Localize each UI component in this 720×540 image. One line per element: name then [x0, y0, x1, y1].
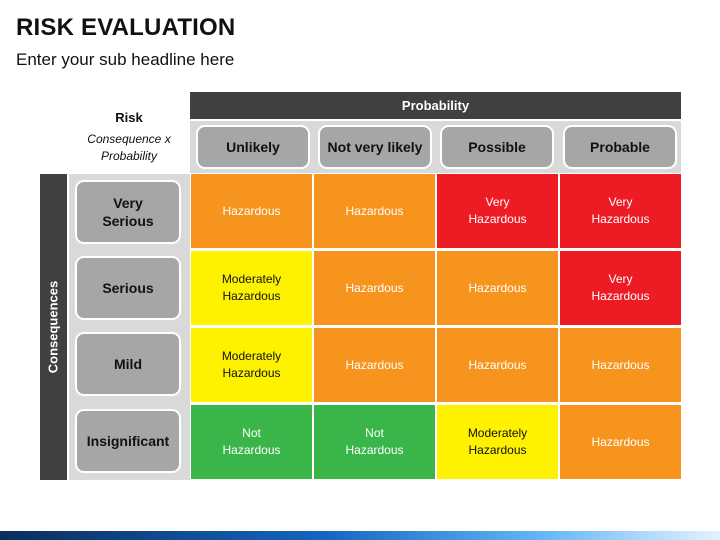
consequences-header — [40, 174, 67, 480]
matrix-cell: Hazardous — [314, 251, 435, 325]
matrix-cell: Moderately Hazardous — [191, 251, 312, 325]
matrix-cell: Hazardous — [560, 405, 681, 479]
page-subtitle: Enter your sub headline here — [16, 50, 235, 69]
matrix-cell: Hazardous — [314, 328, 435, 402]
matrix-cell: Hazardous — [560, 328, 681, 402]
matrix-cell: Hazardous — [191, 174, 312, 248]
matrix-cell: Hazardous — [437, 328, 558, 402]
row-header-insignificant: Insignificant — [75, 409, 181, 473]
matrix-cell: Moderately Hazardous — [437, 405, 558, 479]
row-header-very-serious: Very Serious — [75, 180, 181, 244]
matrix-cell: Not Hazardous — [191, 405, 312, 479]
consequences-label: Consequences — [45, 280, 61, 374]
matrix-cell: Very Hazardous — [437, 174, 558, 248]
row-header-mild: Mild — [75, 332, 181, 396]
matrix-cell: Not Hazardous — [314, 405, 435, 479]
page-title: RISK EVALUATION — [16, 14, 236, 41]
matrix-cell: Hazardous — [314, 174, 435, 248]
matrix-cell: Very Hazardous — [560, 251, 681, 325]
matrix-cell: Very Hazardous — [560, 174, 681, 248]
column-header-not-very-likely: Not very likely — [318, 125, 432, 169]
column-header-probable: Probable — [563, 125, 677, 169]
column-header-possible: Possible — [440, 125, 554, 169]
column-header-unlikely: Unlikely — [196, 125, 310, 169]
matrix-cell: Moderately Hazardous — [191, 328, 312, 402]
footer-gradient-bar — [0, 531, 720, 540]
row-header-serious: Serious — [75, 256, 181, 320]
corner-risk-sublabel: Consequence x Probability — [87, 132, 171, 163]
corner-risk-label: Risk — [115, 110, 143, 125]
matrix-cell: Hazardous — [437, 251, 558, 325]
probability-header: Probability — [190, 92, 681, 119]
